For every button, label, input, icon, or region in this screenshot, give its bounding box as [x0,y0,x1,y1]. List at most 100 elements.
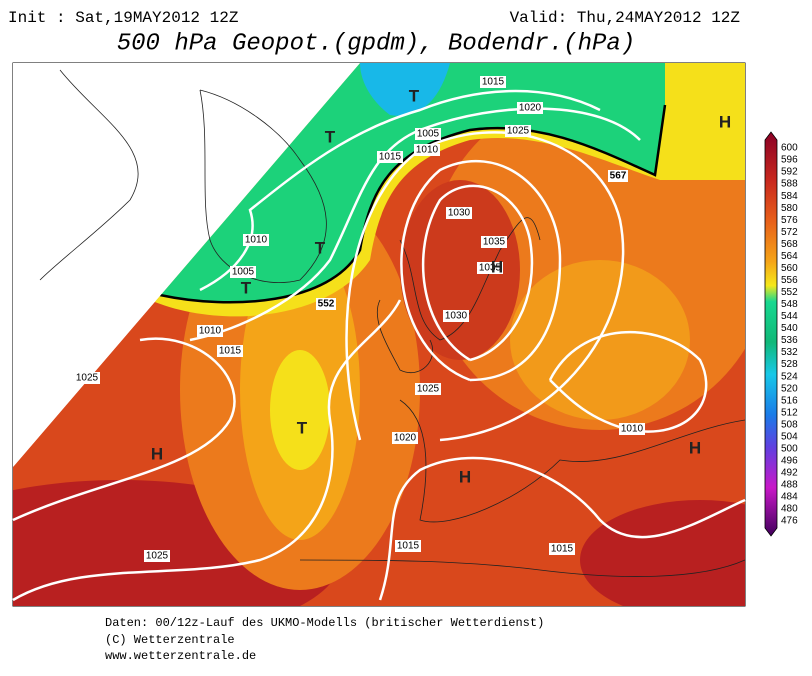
isobar-label: 1025 [146,551,169,562]
colorbar-label: 536 [781,335,798,346]
colorbar-label: 540 [781,323,798,334]
map: 1015 1020 1025 1005 1010 1015 1010 1005 1010 1015… [12,62,746,607]
label-box [74,372,100,384]
colorbar-label: 492 [781,468,798,479]
label-box [392,432,418,444]
isobar-label: 1010 [621,424,644,435]
label-box [446,207,472,219]
pressure-center: H [151,444,163,463]
map-title: 500 hPa Geopot.(gpdm), Bodendr.(hPa) [117,30,635,57]
colorbar-label: 560 [781,263,798,274]
footer: Daten: 00/12z-Lauf des UKMO-Modells (bri… [105,616,544,663]
label-box [480,76,506,88]
colorbar-label: 596 [781,155,798,166]
colorbar-label: 532 [781,347,798,358]
colorbar-label: 528 [781,359,798,370]
isobar-label: 1020 [519,103,542,114]
label-box [415,383,441,395]
colorbar-label: 592 [781,167,798,178]
colorbar-label: 552 [781,287,798,298]
colorbar: 6005965925885845805765725685645605565525… [764,131,798,537]
colorbar-label: 544 [781,311,798,322]
colorbar-label: 476 [781,516,798,527]
label-box [144,550,170,562]
geopotential-label: 567 [610,171,627,182]
label-box [549,543,575,555]
footer-line: www.wetterzentrale.de [105,649,256,663]
pressure-center: T [325,127,336,146]
colorbar-label: 484 [781,492,798,503]
isobar-label: 1025 [76,373,99,384]
label-box [230,266,256,278]
isobar-label: 1005 [417,129,440,140]
colorbar-label: 504 [781,431,798,442]
colorbar-label: 556 [781,275,798,286]
pressure-center: H [719,112,731,131]
isobar-label: 1035 [479,263,502,274]
isobar-label: 1015 [219,346,242,357]
label-box [377,151,403,163]
label-box [608,170,628,182]
colorbar-label: 520 [781,383,798,394]
valid-time: Valid: Thu,24MAY2012 12Z [510,9,741,27]
isobar-label: 1015 [379,152,402,163]
colorbar-label: 508 [781,419,798,430]
label-box [619,423,645,435]
colorbar-label: 572 [781,227,798,238]
isobar-label: 1035 [483,237,506,248]
isobar-label: 1025 [507,126,530,137]
footer-line: Daten: 00/12z-Lauf des UKMO-Modells (bri… [105,616,544,630]
isobar-label: 1005 [232,267,255,278]
colorbar-label: 568 [781,239,798,250]
label-box [414,144,440,156]
label-box [477,262,503,274]
label-box [243,234,269,246]
label-box [415,128,441,140]
colorbar-label: 564 [781,251,798,262]
isobar-label: 1010 [199,326,222,337]
isobar-label: 1015 [551,544,574,555]
isobar-label: 1020 [394,433,417,444]
pressure-center: T [409,86,420,105]
coastlines [39,69,746,577]
isobar-label: 1010 [416,145,439,156]
label-box [217,345,243,357]
label-box [395,540,421,552]
isobar-label: 1015 [397,541,420,552]
init-time: Init : Sat,19MAY2012 12Z [8,9,239,27]
colorbar-scale [764,131,778,537]
isobars [12,89,746,602]
pressure-center: T [297,418,308,437]
outside-projection [13,63,360,467]
isobar-label: 1010 [245,235,268,246]
colorbar-label: 576 [781,215,798,226]
colorbar-label: 580 [781,203,798,214]
colorbar-label: 584 [781,191,798,202]
label-box [443,310,469,322]
isobar-label: 1030 [448,208,471,219]
pressure-center: T [241,278,252,297]
label-box [481,236,507,248]
colorbar-label: 516 [781,395,798,406]
colorbar-label: 548 [781,299,798,310]
colorbar-label: 500 [781,443,798,454]
pressure-center: T [315,238,326,257]
footer-line: (C) Wetterzentrale [105,633,235,647]
pressure-center: H [689,438,701,457]
isobar-label: 1015 [482,77,505,88]
colorbar-label: 524 [781,371,798,382]
label-box [505,125,531,137]
colorbar-label: 600 [781,143,798,154]
label-box [517,102,543,114]
isobar-label: 1025 [417,384,440,395]
colorbar-label: 588 [781,179,798,190]
map-labels: 1015 1020 1025 1005 1010 1015 1010 1005 1010 1015… [74,76,731,562]
label-box [197,325,223,337]
geopotential-label: 552 [318,299,335,310]
pressure-center: H [491,257,503,276]
isobar-label: 1030 [445,311,468,322]
colorbar-label: 496 [781,455,798,466]
colorbar-label: 512 [781,407,798,418]
